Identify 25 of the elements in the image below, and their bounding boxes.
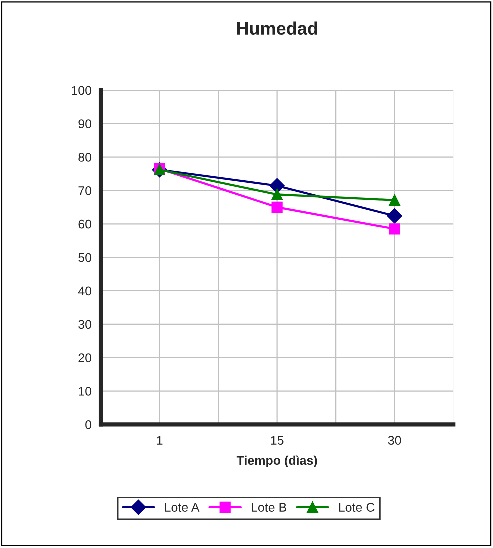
y-tick-label: 80 — [78, 153, 92, 162]
x-tick-label: 15 — [271, 436, 284, 445]
x-axis-title: Tiempo (dìas) — [236, 456, 318, 468]
x-tick-label: 1 — [157, 436, 163, 445]
y-tick-label: 70 — [78, 186, 92, 196]
y-tick-label: 60 — [78, 220, 92, 229]
chart-title: Humedad — [237, 22, 318, 36]
y-tick-label: 90 — [78, 120, 92, 128]
legend-label: Lote C — [339, 503, 375, 512]
point — [387, 208, 402, 224]
legend-label: Lote A — [165, 503, 200, 512]
y-tick-label: 30 — [78, 320, 92, 330]
point — [389, 224, 400, 235]
y-tick-label: 100 — [72, 86, 92, 96]
y-tick-label: 0 — [86, 420, 92, 430]
y-tick-label: 50 — [78, 253, 92, 262]
y-tick-label: 40 — [78, 286, 92, 296]
y-tick-label: 10 — [79, 387, 92, 396]
point — [272, 189, 283, 200]
point — [270, 178, 285, 194]
point — [272, 202, 283, 213]
x-tick-label: 30 — [388, 436, 402, 445]
y-tick-label: 20 — [78, 354, 92, 362]
legend-label: Lote B — [252, 503, 286, 512]
point — [389, 194, 400, 206]
